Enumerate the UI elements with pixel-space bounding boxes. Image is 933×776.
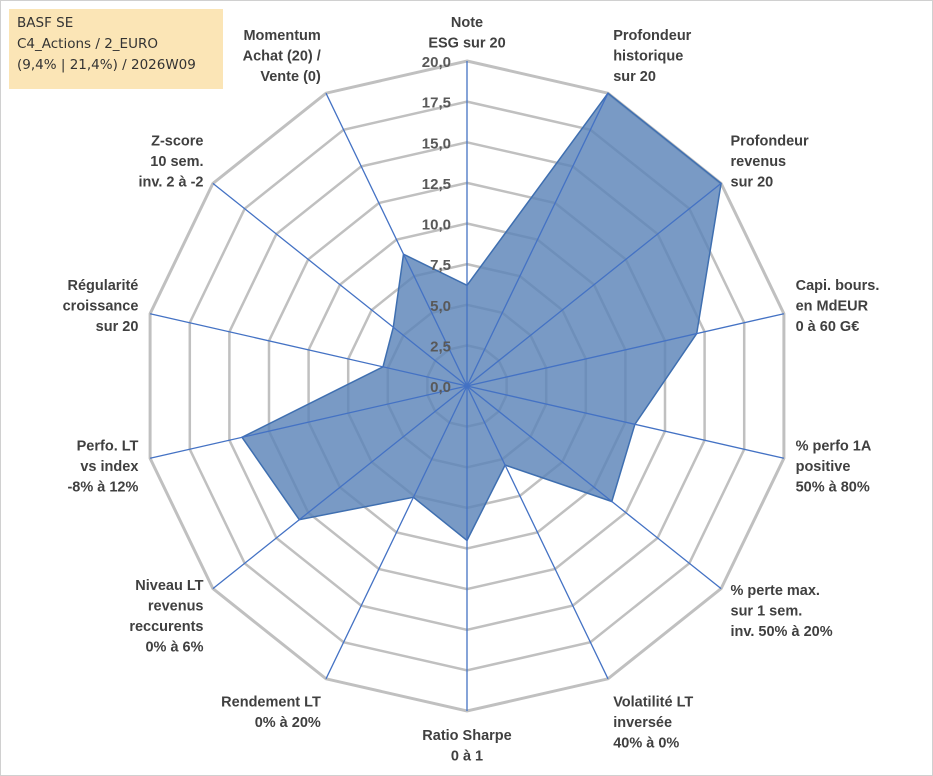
axis-label: Momentum Achat (20) / Vente (0) — [243, 28, 321, 85]
axis-spoke — [466, 385, 785, 459]
series-polygon — [240, 92, 722, 542]
axis-label: % perte max. sur 1 sem. inv. 50% à 20% — [731, 583, 833, 640]
tick-label: 15,0 — [422, 135, 451, 152]
axis-spoke — [325, 385, 468, 680]
axis-label: Note ESG sur 20 — [428, 15, 505, 52]
axis-label: Régularité croissance sur 20 — [63, 278, 139, 335]
axis-label: Profondeur revenus sur 20 — [731, 133, 809, 190]
axis-label: Capi. bours. en MdEUR 0 à 60 G€ — [796, 278, 880, 335]
axis-spoke — [149, 385, 468, 459]
tick-label: 0,0 — [430, 379, 451, 396]
axis-label: % perfo 1A positive 50% à 80% — [796, 439, 872, 496]
tick-label: 17,5 — [422, 95, 451, 112]
stock-name: BASF SE — [17, 15, 74, 31]
axis-spoke — [466, 313, 785, 387]
info-box: BASF SE C4_Actions / 2_EURO (9,4% | 21,4… — [9, 9, 223, 89]
axis-spoke — [466, 385, 722, 590]
axis-label: Profondeur historique sur 20 — [613, 28, 691, 85]
tick-label: 7,5 — [430, 257, 451, 274]
axis-label: Rendement LT 0% à 20% — [221, 695, 321, 732]
series-layer — [240, 92, 722, 542]
axis-label-layer: Note ESG sur 20 Profondeur historique sur 20… — [63, 15, 880, 765]
axis-spoke — [212, 385, 468, 590]
tick-label: 20,0 — [422, 54, 451, 71]
spoke-layer — [149, 61, 785, 711]
axis-spoke — [466, 182, 722, 387]
tick-label: 5,0 — [430, 298, 451, 315]
axis-spoke — [212, 182, 468, 387]
tick-layer: 0,0 2,5 5,0 7,5 10,0 12,5 15,0 17,5 20,0 — [422, 54, 451, 396]
portfolio-category: C4_Actions / 2_EURO — [17, 36, 158, 52]
axis-label: Volatilité LT inversée 40% à 0% — [613, 695, 693, 752]
tick-label: 10,0 — [422, 217, 451, 234]
tick-label: 12,5 — [422, 176, 451, 193]
axis-spoke — [325, 92, 468, 387]
axis-label: Ratio Sharpe 0 à 1 — [422, 728, 511, 765]
tick-label: 2,5 — [430, 338, 451, 355]
axis-spoke — [466, 385, 609, 680]
axis-label: Z-score 10 sem. inv. 2 à -2 — [138, 133, 203, 190]
axis-spoke — [466, 92, 609, 387]
axis-label: Perfo. LT vs index -8% à 12% — [67, 439, 138, 496]
axis-label: Niveau LT revenus reccurents 0% à 6% — [129, 578, 203, 656]
performance-week: (9,4% | 21,4%) / 2026W09 — [17, 57, 196, 73]
axis-spoke — [149, 313, 468, 387]
